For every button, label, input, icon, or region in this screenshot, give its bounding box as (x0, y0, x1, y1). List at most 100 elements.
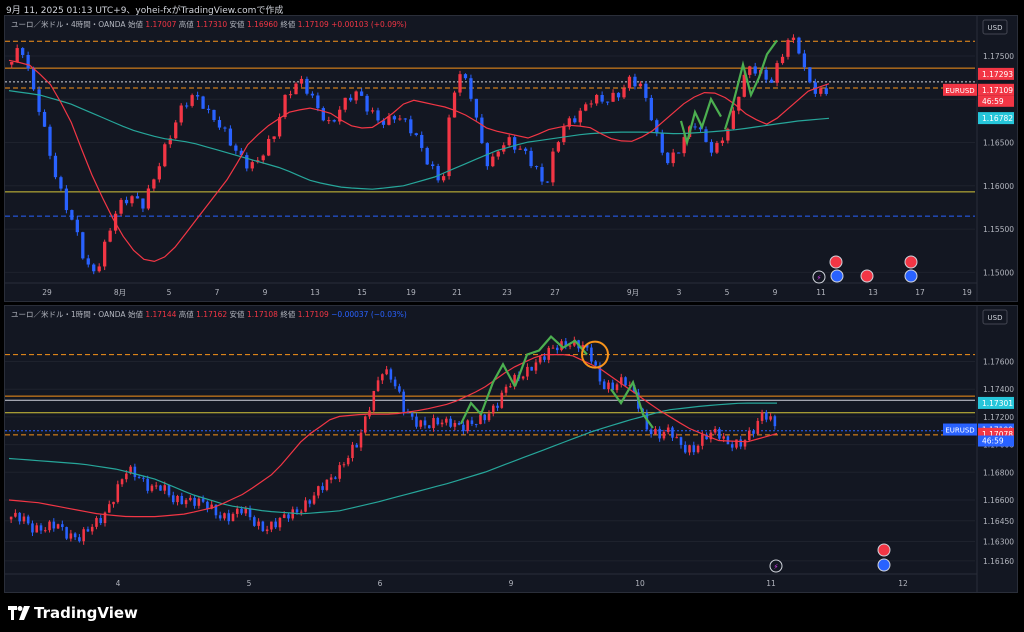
ma-fast-line (8, 59, 830, 263)
legend-part-5: 安値 (230, 19, 247, 29)
candle-body (619, 377, 623, 385)
chart-1h[interactable]: 1.176001.174001.172001.170001.168001.166… (5, 306, 1017, 592)
candle-body (180, 496, 184, 505)
candle-body (327, 120, 331, 122)
candle-body (15, 48, 19, 62)
candle-body (445, 418, 448, 423)
candle-body (479, 414, 482, 425)
ma-fast-line (8, 354, 778, 518)
trend-segment-0 (679, 96, 722, 147)
chart-4h[interactable]: 1.175001.170001.165001.160001.155001.150… (5, 16, 1017, 301)
lightning-glyph: ⚡ (817, 274, 822, 282)
x-tick-label: 19 (962, 288, 972, 297)
candle-body (769, 79, 774, 83)
candle-body (201, 96, 205, 109)
candle-body (453, 422, 457, 427)
candle-body (171, 495, 175, 503)
candle-body (470, 420, 474, 425)
x-tick-label: 5 (247, 579, 252, 588)
candle-body (39, 525, 43, 531)
candle-body (726, 128, 730, 141)
candle-body (568, 345, 572, 347)
candle-body (48, 126, 52, 156)
candle-body (389, 369, 393, 380)
candle-body (654, 428, 657, 435)
candle-body (638, 83, 643, 87)
candle-body (415, 416, 418, 427)
candle-body (135, 196, 140, 199)
candle-body (605, 101, 610, 103)
legend-part-7: 終値 (280, 19, 297, 29)
candle-body (78, 537, 81, 542)
candle-body (130, 196, 134, 204)
x-tick-label: 12 (898, 579, 908, 588)
flag-us-icon (877, 543, 891, 557)
candle-body (370, 110, 375, 112)
candle-body (509, 386, 512, 388)
candle-body (441, 176, 446, 181)
candle-body (283, 94, 287, 118)
candle-body (521, 376, 525, 379)
candle-body (491, 156, 495, 167)
candle-body (218, 515, 222, 519)
candle-body (299, 511, 303, 513)
candle-body (210, 504, 213, 509)
lightning-icon (769, 559, 783, 573)
y-tick-label: 1.16300 (983, 538, 1014, 547)
candle-body (304, 500, 307, 512)
price-tag-value: 1.16782 (982, 114, 1013, 123)
candle-body (270, 521, 273, 530)
x-tick-label: 13 (310, 288, 320, 297)
candle-body (338, 109, 342, 122)
tradingview-logo[interactable]: TradingView (8, 604, 138, 622)
candle-body (349, 97, 353, 101)
candle-body (735, 439, 738, 448)
candle-body (163, 485, 167, 491)
candle-body (662, 432, 666, 439)
candle-body (103, 241, 107, 267)
candle-body (452, 92, 457, 118)
candle-body (312, 495, 316, 504)
candle-body (458, 74, 462, 93)
x-tick-label: 5 (725, 288, 730, 297)
candle-body (234, 145, 238, 151)
candle-body (59, 177, 63, 189)
x-tick-label: 5 (167, 288, 172, 297)
trend-segment-1 (723, 39, 778, 130)
candle-body (95, 518, 98, 527)
candle-body (649, 429, 653, 435)
price-tag-value: 1.17293 (982, 70, 1013, 79)
candle-body (385, 369, 388, 375)
x-tick-label: 10 (635, 579, 645, 588)
candle-body (119, 199, 123, 214)
candle-body (381, 120, 386, 125)
x-tick-label: 8月 (114, 288, 126, 297)
candle-body (184, 500, 188, 505)
candle-body (666, 152, 670, 164)
candle-body (748, 66, 752, 75)
candle-body (440, 422, 444, 425)
y-tick-label: 1.17600 (983, 358, 1014, 367)
candle-body (235, 508, 239, 514)
x-tick-label: 9 (773, 288, 778, 297)
candle-body (584, 104, 588, 111)
candle-body (381, 374, 384, 381)
candle-body (223, 513, 226, 519)
y-tick-label: 1.15000 (983, 268, 1014, 277)
candle-body (86, 529, 90, 532)
candle-body (321, 108, 325, 121)
candle-body (773, 416, 777, 427)
y-tick-label: 1.17500 (983, 52, 1014, 61)
pane-4h[interactable]: 1.175001.170001.165001.160001.155001.150… (4, 15, 1018, 302)
candle-body (185, 105, 189, 107)
candle-body (540, 167, 544, 182)
candle-body (500, 392, 504, 408)
countdown-box (978, 95, 1014, 107)
candle-body (628, 385, 632, 387)
candle-body (150, 485, 154, 491)
candle-body (376, 380, 380, 391)
flag-us-icon (904, 255, 918, 269)
pane-1h[interactable]: 1.176001.174001.172001.170001.168001.166… (4, 305, 1018, 593)
candle-body (295, 509, 299, 513)
candle-body (133, 466, 137, 477)
